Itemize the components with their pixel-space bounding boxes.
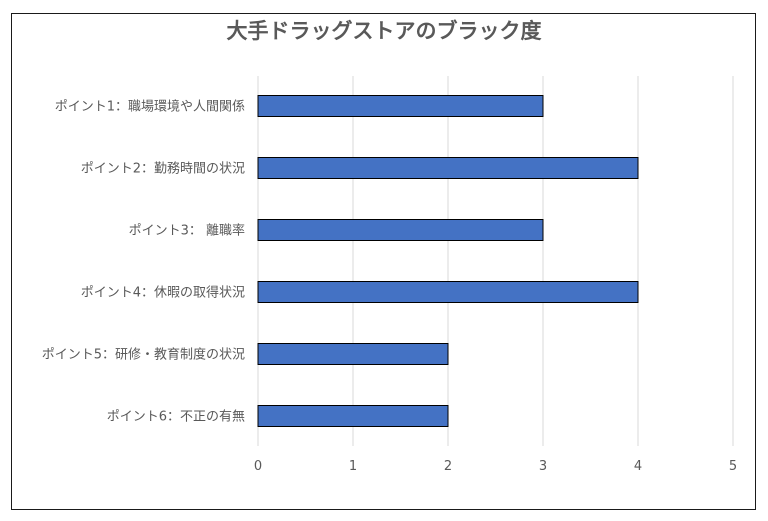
chart-title: 大手ドラッグストアのブラック度 [226, 19, 542, 43]
x-tick-0: 0 [254, 459, 262, 474]
bar-5 [257, 343, 449, 365]
category-label-6: ポイント6：不正の有無 [107, 410, 245, 425]
category-label-1: ポイント1：職場環境や人間関係 [55, 100, 245, 115]
gridlines [257, 76, 734, 446]
x-tick-4: 4 [634, 459, 642, 474]
category-label-5: ポイント5：研修・教育制度の状況 [42, 347, 245, 363]
bar-1 [257, 95, 544, 117]
x-tick-labels: 0 1 2 3 4 5 [254, 459, 737, 474]
category-label-4: ポイント4：休暇の取得状況 [81, 285, 245, 301]
category-label-3: ポイント3： 離職率 [129, 223, 245, 239]
x-tick-5: 5 [729, 459, 737, 474]
x-tick-2: 2 [444, 459, 452, 474]
category-label-2: ポイント2：勤務時間の状況 [81, 162, 245, 177]
bar-2 [257, 157, 639, 179]
bars [257, 95, 639, 427]
x-tick-1: 1 [349, 459, 357, 474]
x-tick-3: 3 [539, 459, 547, 474]
bar-6 [257, 405, 449, 427]
bar-3 [257, 219, 544, 241]
bar-4 [257, 281, 639, 303]
